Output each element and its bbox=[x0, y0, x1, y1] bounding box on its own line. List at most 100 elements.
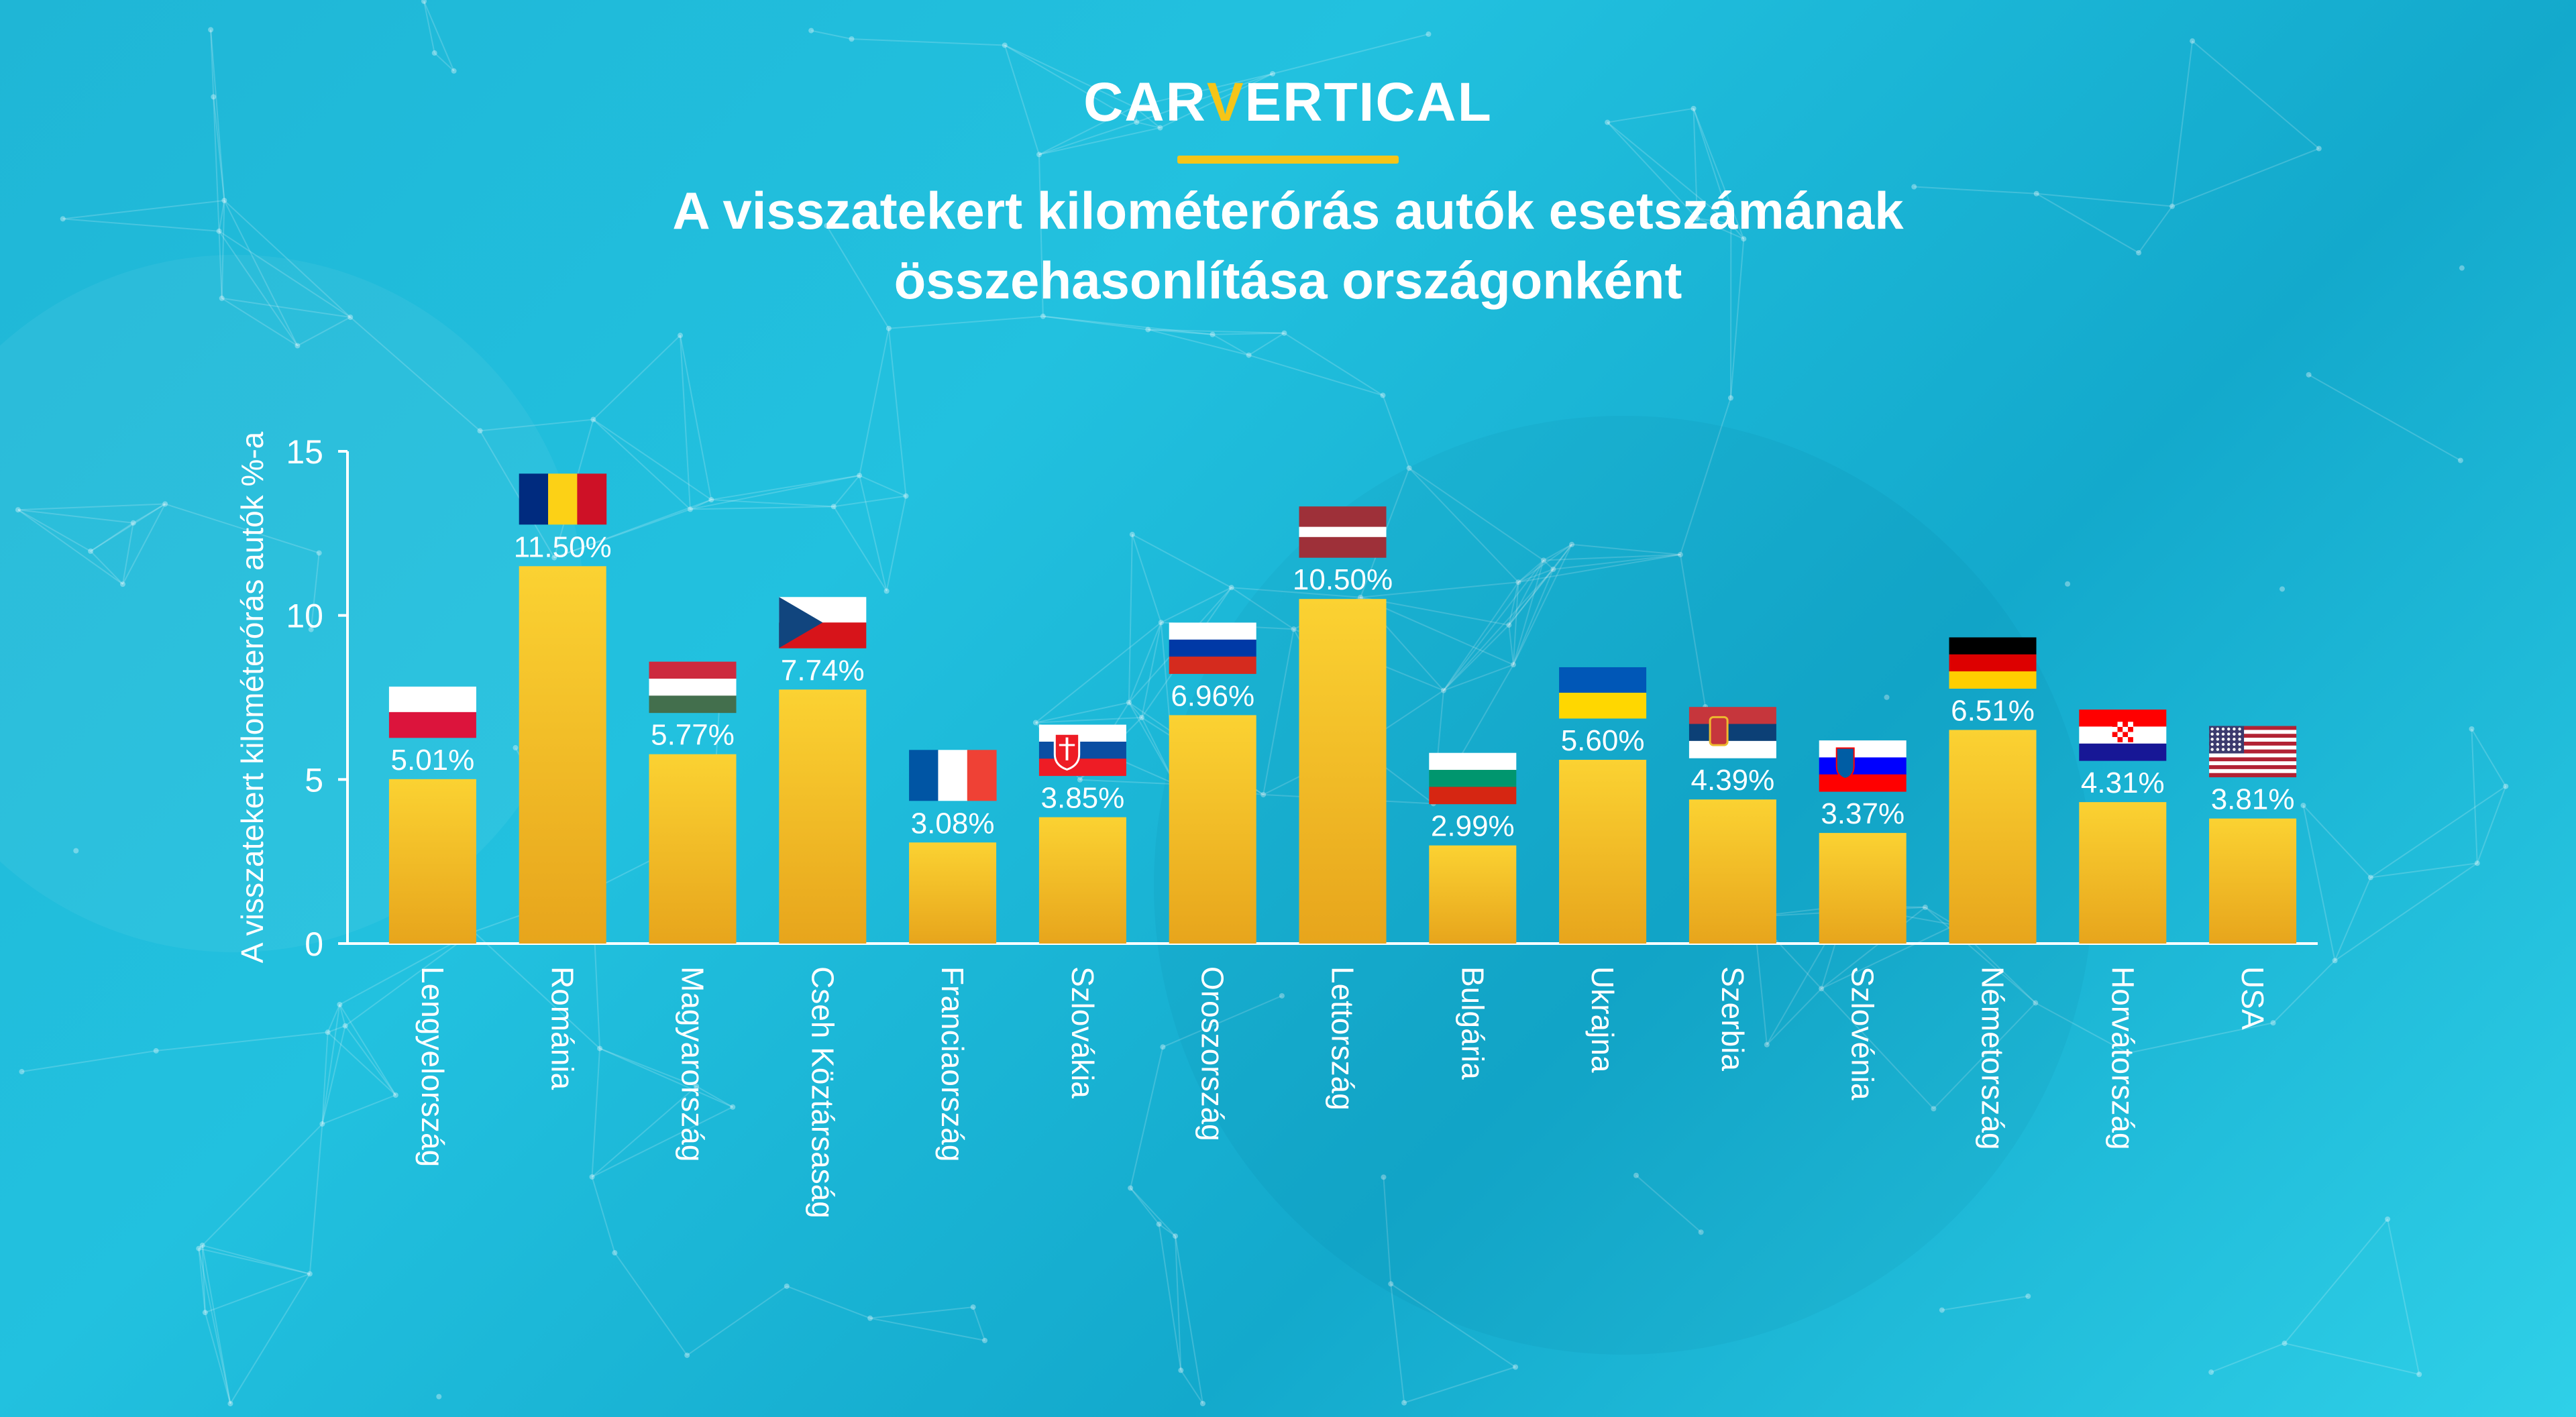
network-node bbox=[211, 94, 217, 100]
flag-usa-icon bbox=[2209, 726, 2297, 778]
network-node bbox=[208, 27, 214, 33]
x-tick-label: Lettország bbox=[1326, 966, 1360, 1111]
network-node bbox=[199, 1243, 205, 1249]
bar bbox=[519, 566, 606, 944]
flag-romania-icon bbox=[519, 473, 607, 525]
network-node bbox=[2065, 581, 2071, 587]
network-node bbox=[1513, 1364, 1519, 1370]
network-node bbox=[2033, 1000, 2039, 1006]
network-node bbox=[867, 1315, 873, 1321]
bar-group: 3.08% Franciaország bbox=[909, 750, 997, 1161]
y-tick-label: 15 bbox=[286, 433, 323, 471]
network-node bbox=[1246, 352, 1252, 358]
bar bbox=[649, 754, 737, 944]
bar-value-label: 3.81% bbox=[2211, 783, 2295, 816]
network-node bbox=[1199, 1400, 1205, 1406]
network-node bbox=[2208, 1369, 2214, 1375]
network-node bbox=[1380, 392, 1386, 398]
bar-group: 6.96% Oroszország bbox=[1169, 622, 1256, 1141]
bar bbox=[1559, 759, 1647, 944]
network-node bbox=[808, 27, 814, 34]
network-node bbox=[1157, 125, 1163, 131]
network-node bbox=[431, 50, 437, 56]
network-node bbox=[196, 1245, 202, 1251]
network-node bbox=[1506, 622, 1512, 628]
network-node bbox=[337, 1001, 343, 1007]
network-node bbox=[1138, 714, 1144, 720]
network-node bbox=[1569, 541, 1575, 547]
network-node bbox=[2416, 1371, 2422, 1377]
network-node bbox=[1911, 184, 1917, 190]
network-node bbox=[1260, 791, 1267, 797]
bar-group: 3.85% Szlovákia bbox=[1038, 724, 1126, 1098]
network-node bbox=[221, 198, 227, 204]
network-node bbox=[1550, 566, 1556, 572]
bar bbox=[1169, 715, 1256, 944]
bar-value-label: 5.01% bbox=[391, 744, 475, 777]
network-node bbox=[451, 68, 457, 74]
bar-value-label: 3.85% bbox=[1041, 782, 1125, 815]
network-node bbox=[2457, 457, 2463, 463]
network-node bbox=[307, 1271, 313, 1277]
network-node bbox=[730, 1104, 736, 1110]
network-node bbox=[1210, 331, 1216, 337]
network-node bbox=[421, 0, 427, 4]
bar-group: 5.60% Ukrajna bbox=[1559, 667, 1647, 1073]
network-node bbox=[2332, 958, 2338, 964]
bar bbox=[779, 689, 867, 944]
network-node bbox=[2300, 803, 2306, 809]
network-node bbox=[1540, 557, 1546, 563]
network-node bbox=[2459, 265, 2465, 271]
logo-text-v: V bbox=[1206, 72, 1245, 133]
flag-bulgaria-icon bbox=[1429, 752, 1517, 805]
network-node bbox=[1077, 777, 1083, 783]
bar-group: 2.99% Bulgária bbox=[1429, 752, 1517, 1080]
network-node bbox=[982, 1337, 988, 1343]
network-node bbox=[1134, 119, 1140, 125]
chart-title-line-1: A visszatekert kilométerórás autók esets… bbox=[672, 181, 1904, 240]
bar-group: 3.37% Szlovénia bbox=[1819, 740, 1907, 1100]
chart-title-line-2: összehasonlítása országonként bbox=[894, 251, 1682, 310]
bar-group: 7.74% Cseh Köztársaság bbox=[779, 597, 867, 1218]
network-node bbox=[1291, 626, 1297, 632]
logo-underline bbox=[1177, 156, 1399, 164]
network-node bbox=[319, 1121, 325, 1127]
network-node bbox=[392, 1092, 398, 1098]
bar-value-label: 7.74% bbox=[781, 654, 865, 687]
network-node bbox=[73, 848, 79, 854]
network-node bbox=[1510, 662, 1516, 668]
bar-value-label: 4.31% bbox=[2081, 767, 2165, 799]
network-node bbox=[1698, 1229, 1704, 1235]
network-node bbox=[1633, 1172, 1640, 1178]
network-node bbox=[1440, 687, 1446, 693]
bar-group: 10.50% Lettország bbox=[1293, 506, 1393, 1111]
network-node bbox=[1741, 236, 1747, 242]
bar-value-label: 5.60% bbox=[1561, 724, 1645, 757]
network-node bbox=[325, 1029, 331, 1035]
chart-title: A visszatekert kilométerórás autók esets… bbox=[483, 176, 2093, 315]
x-tick-label: Románia bbox=[545, 966, 580, 1090]
network-node bbox=[1401, 1400, 1407, 1406]
network-node bbox=[2469, 726, 2475, 732]
network-node bbox=[2385, 1216, 2391, 1223]
network-node bbox=[1727, 395, 1733, 401]
network-node bbox=[1515, 579, 1521, 585]
network-node bbox=[1281, 330, 1287, 336]
network-node bbox=[1381, 1174, 1387, 1180]
network-node bbox=[1728, 221, 1734, 227]
x-tick-label: Magyarország bbox=[676, 966, 710, 1161]
x-tick-label: Horvátország bbox=[2105, 966, 2140, 1150]
network-node bbox=[885, 325, 892, 331]
network-node bbox=[687, 506, 693, 512]
flag-czech-icon bbox=[779, 597, 867, 648]
network-node bbox=[708, 497, 714, 503]
network-node bbox=[1939, 1307, 1945, 1313]
y-tick-label: 10 bbox=[286, 598, 323, 635]
bar bbox=[2209, 818, 2297, 944]
network-node bbox=[2282, 1341, 2288, 1347]
bar-group: 11.50% Románia bbox=[514, 473, 612, 1090]
network-node bbox=[2025, 1293, 2031, 1299]
network-node bbox=[1270, 70, 1276, 76]
bar bbox=[2079, 802, 2167, 944]
